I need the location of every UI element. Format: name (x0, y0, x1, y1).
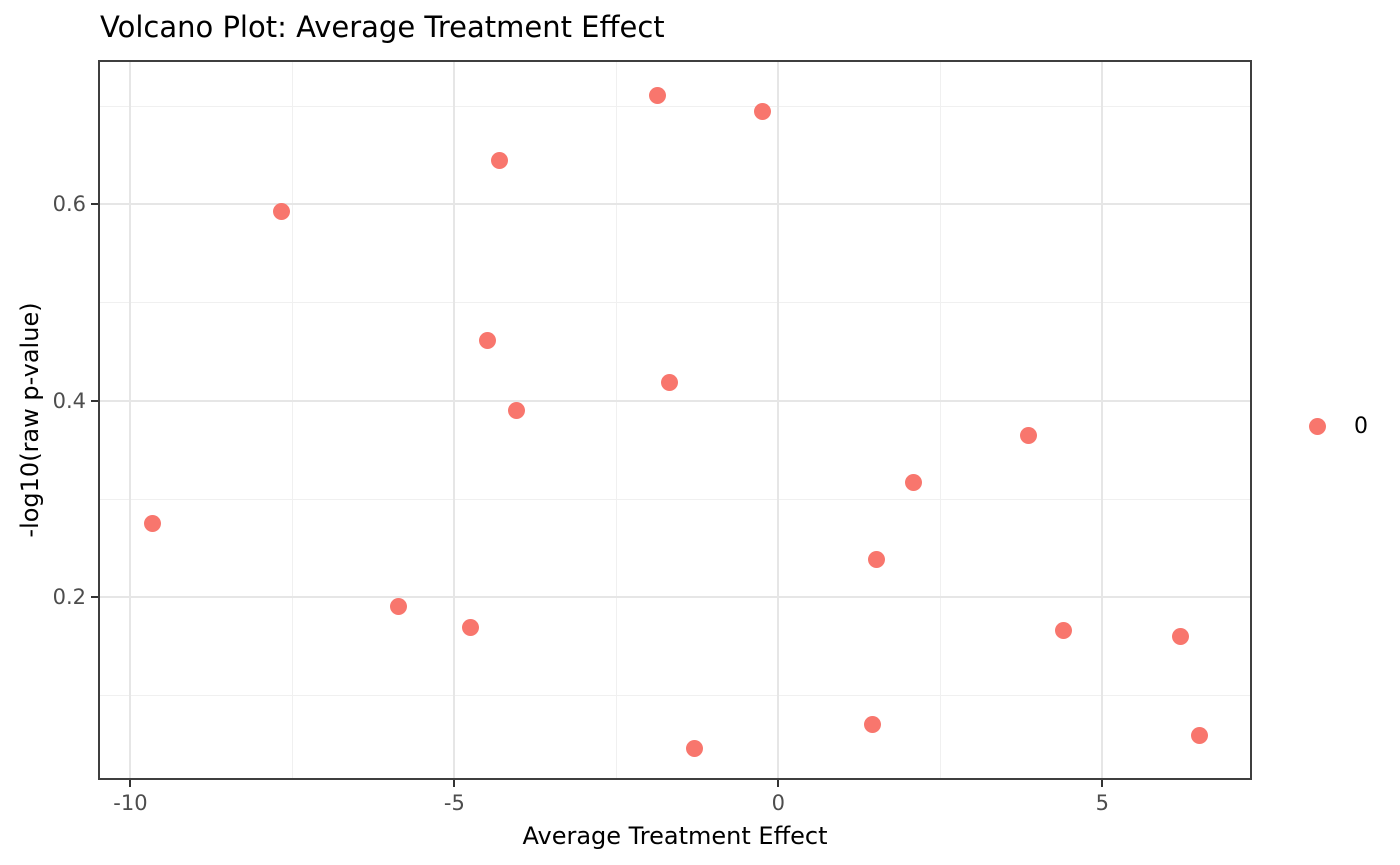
legend: 0 (1309, 414, 1368, 439)
x-tick-mark (1101, 780, 1104, 787)
y-minor-gridline (100, 302, 1250, 304)
data-point (389, 597, 407, 615)
y-tick-mark (91, 596, 98, 599)
x-tick-label: 5 (1095, 791, 1109, 815)
y-minor-gridline (100, 498, 1250, 500)
legend-point-icon (1309, 418, 1326, 435)
x-minor-gridline (939, 62, 941, 778)
data-point (867, 551, 885, 569)
y-tick-mark (91, 399, 98, 402)
data-point (1054, 622, 1072, 640)
plot-title: Volcano Plot: Average Treatment Effect (100, 10, 665, 44)
y-major-gridline (100, 203, 1250, 206)
data-point (904, 473, 922, 491)
x-tick-mark (453, 780, 456, 787)
y-tick-mark (91, 203, 98, 206)
data-point (864, 716, 882, 734)
data-point (508, 402, 526, 420)
x-tick-mark (777, 780, 780, 787)
y-major-gridline (100, 596, 1250, 599)
x-axis-title: Average Treatment Effect (522, 822, 828, 850)
data-point (478, 332, 496, 350)
y-axis-title: -log10(raw p-value) (16, 302, 44, 538)
x-tick-label: -5 (443, 791, 465, 815)
x-major-gridline (1101, 62, 1104, 778)
x-major-gridline (129, 62, 132, 778)
y-tick-label: 0.6 (52, 192, 86, 217)
y-tick-label: 0.4 (52, 388, 86, 413)
data-point (490, 151, 508, 169)
data-point (1171, 628, 1189, 646)
x-major-gridline (777, 62, 780, 778)
data-point (1019, 426, 1037, 444)
x-tick-label: -10 (113, 791, 148, 815)
data-point (1190, 727, 1208, 745)
x-minor-gridline (291, 62, 293, 778)
y-major-gridline (100, 399, 1250, 402)
data-point (660, 373, 678, 391)
x-tick-mark (129, 780, 132, 787)
data-point (272, 202, 290, 220)
data-point (686, 740, 704, 758)
x-tick-label: 0 (771, 791, 786, 815)
legend-label: 0 (1354, 414, 1368, 439)
data-point (143, 515, 161, 533)
y-minor-gridline (100, 694, 1250, 696)
data-point (648, 86, 666, 104)
x-major-gridline (453, 62, 456, 778)
grid-layer (100, 62, 1250, 778)
point-layer (100, 62, 1250, 778)
y-minor-gridline (100, 105, 1250, 107)
plot-panel (98, 60, 1252, 780)
x-minor-gridline (615, 62, 617, 778)
data-point (462, 619, 480, 637)
y-tick-label: 0.2 (52, 585, 86, 610)
data-point (754, 102, 772, 120)
